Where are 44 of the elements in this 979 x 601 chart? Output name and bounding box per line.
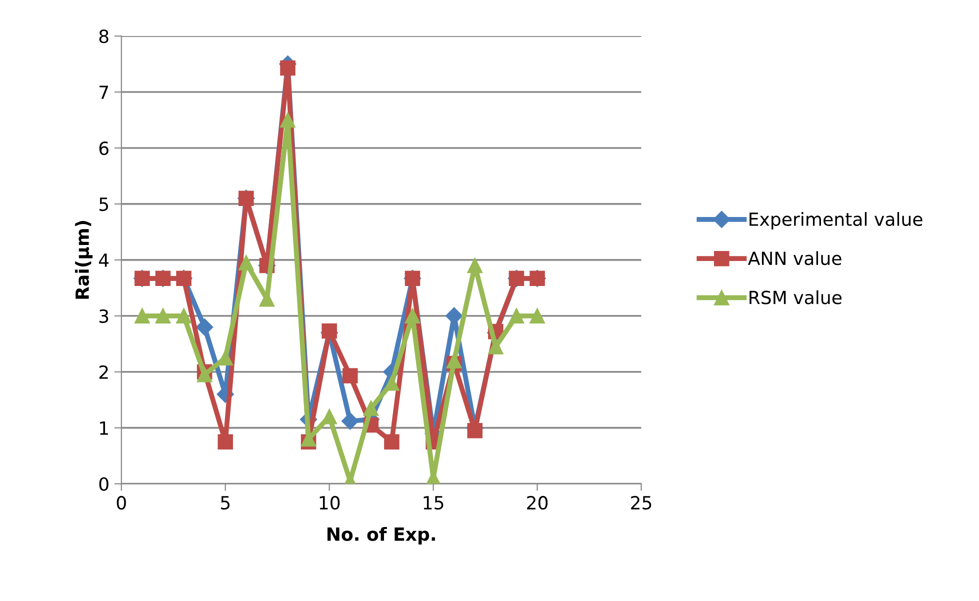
legend-label: RSM value (750, 290, 842, 304)
y-tick-label: 8 (99, 30, 108, 44)
y-tick-label: 3 (99, 309, 108, 324)
point (384, 434, 400, 450)
y-tick-label: 6 (99, 141, 108, 156)
y-tick-label: 4 (98, 254, 109, 267)
point (280, 60, 296, 76)
point (508, 308, 524, 324)
point (155, 308, 171, 324)
point (196, 318, 214, 336)
point (218, 434, 234, 450)
point (134, 308, 150, 324)
y-tick-label: 2 (99, 365, 108, 379)
point (176, 308, 192, 324)
x-tick-label: 25 (631, 496, 652, 510)
x-tick-label: 15 (424, 496, 444, 510)
point (363, 400, 379, 416)
x-tick-label: 0 (116, 496, 126, 510)
point (446, 353, 462, 368)
y-tick-label: 5 (99, 198, 108, 212)
point (342, 412, 359, 430)
point (384, 375, 400, 391)
point (238, 255, 254, 270)
point (404, 308, 420, 324)
point (530, 308, 545, 324)
legend-label: ANN value (748, 251, 842, 266)
point (280, 112, 296, 128)
point (488, 339, 504, 354)
x-tick-label: 10 (320, 496, 340, 510)
point (467, 422, 483, 438)
point (218, 350, 234, 366)
point (322, 409, 337, 424)
point (467, 258, 483, 274)
x-tick-label: 5 (221, 496, 230, 510)
x-tick-label: 20 (527, 496, 548, 510)
point (322, 323, 337, 339)
x-axis-title: No. of Exp. (327, 526, 435, 544)
y-tick-label: 1 (100, 422, 108, 435)
point (342, 368, 358, 384)
y-axis-title: Rai(µm) (75, 221, 93, 299)
y-tick-label: 0 (99, 477, 108, 491)
y-tick-label: 7 (100, 86, 108, 99)
legend-label: Experimental value (750, 212, 922, 230)
point (196, 367, 212, 382)
